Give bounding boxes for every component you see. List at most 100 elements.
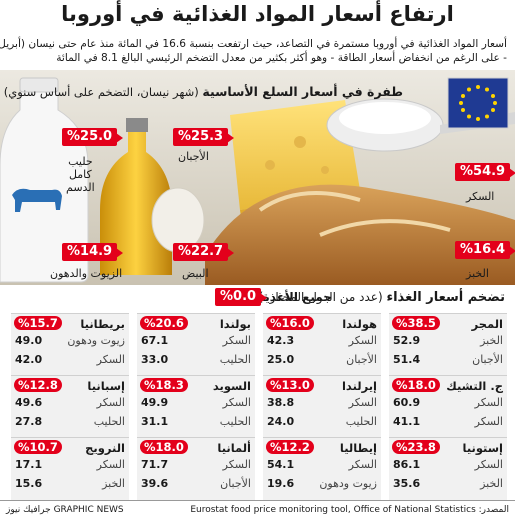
country-row: زيوت ودهون 49.0: [15, 334, 125, 350]
row-value: 49.0: [15, 334, 43, 347]
country-row: الحليب 33.0: [141, 353, 251, 369]
hero-value-milk: %25.0: [62, 128, 124, 146]
row-value: 19.6: [267, 477, 295, 490]
country-total-value: %18.0: [392, 378, 440, 392]
hero-title-note: (شهر نيسان، التضخم على أساس سنوي): [3, 85, 203, 99]
row-label: السكر: [96, 353, 125, 366]
brand-credit: جرافيك نيوز GRAPHIC NEWS: [6, 505, 124, 515]
oil-bottle: [100, 130, 172, 275]
hero-label-cheese: الأجبان: [178, 150, 209, 163]
country-row: السكر 49.6: [15, 396, 125, 412]
row-label: السكر: [474, 458, 503, 471]
country-row: الخبز 15.6: [15, 477, 125, 493]
country-card: السويد %18.3 السكر 49.9 الحليب 31.1: [137, 375, 255, 438]
country-row: الأجبان 25.0: [267, 353, 377, 369]
row-label: الخبز: [480, 477, 503, 490]
country-name: إسبانيا: [87, 379, 125, 393]
hero-title-bold: طفرة في أسعار السلع الأساسية: [202, 84, 403, 99]
country-row: الحليب 27.8: [15, 415, 125, 431]
country-name: بولندا: [219, 317, 251, 331]
country-row: السكر 17.1: [15, 458, 125, 474]
row-value: 86.1: [393, 458, 421, 471]
row-label: السكر: [348, 396, 377, 409]
hero-value-eggs: %22.7: [173, 243, 235, 261]
country-name: إيطاليا: [339, 441, 377, 455]
country-card: بولندا %20.6 السكر 67.1 الحليب 33.0: [137, 313, 255, 376]
hero-value-cheese: %25.3: [173, 128, 235, 146]
country-row: الخبز 52.9: [393, 334, 503, 350]
country-card: إيطاليا %12.2 السكر 54.1 زيوت ودهون 19.6: [263, 437, 381, 500]
row-label: الحليب: [93, 415, 125, 428]
country-card: المجر %38.5 الخبز 52.9 الأجبان 51.4: [389, 313, 507, 376]
row-label: الحليب: [219, 415, 251, 428]
country-name: السويد: [212, 379, 251, 393]
country-row: زيوت ودهون 19.6: [267, 477, 377, 493]
country-row: السكر 49.9: [141, 396, 251, 412]
country-name: إستونيا: [462, 441, 504, 455]
country-name: ج. التشيك: [446, 379, 503, 393]
country-row: السكر 41.1: [393, 415, 503, 431]
hero-label-bread: الخبز: [466, 267, 489, 280]
country-card: ألمانيا %18.0 السكر 71.7 الأجبان 39.6: [137, 437, 255, 500]
row-value: 27.8: [15, 415, 43, 428]
row-label: الحليب: [345, 415, 377, 428]
hero-title: طفرة في أسعار السلع الأساسية (شهر نيسان،…: [4, 84, 403, 99]
hero-label-milk: حليب كامل الدسم: [66, 155, 95, 194]
row-value: 15.6: [15, 477, 43, 490]
row-value: 52.9: [393, 334, 421, 347]
country-total-value: %13.0: [266, 378, 314, 392]
row-label: السكر: [348, 334, 377, 347]
page-title: ارتفاع أسعار المواد الغذائية في أوروبا: [61, 2, 454, 26]
row-value: 60.9: [393, 396, 421, 409]
hero-value-bread: %16.4: [455, 241, 515, 259]
country-total-value: %16.0: [266, 316, 314, 330]
subtitle-line-1: أسعار المواد الغذائية في أوروبا مستمرة ف…: [0, 38, 507, 50]
row-value: 31.1: [141, 415, 169, 428]
row-value: 49.6: [15, 396, 43, 409]
country-row: السكر 38.8: [267, 396, 377, 412]
country-total-value: %38.5: [392, 316, 440, 330]
row-value: 49.9: [141, 396, 169, 409]
country-total-value: %15.7: [14, 316, 62, 330]
country-card: إيرلندا %13.0 السكر 38.8 الحليب 24.0: [263, 375, 381, 438]
row-label: الأجبان: [346, 353, 377, 366]
all-food-label: جميع الأغذية: [258, 290, 332, 304]
country-total-value: %20.6: [140, 316, 188, 330]
all-food-value: %0.0: [215, 288, 268, 306]
country-card: بريطانيا %15.7 زيوت ودهون 49.0 السكر 42.0: [11, 313, 129, 376]
grid-title-bold: تضخم أسعار الغذاء: [386, 290, 505, 305]
hero-illustration: [0, 70, 515, 285]
row-label: الأجبان: [220, 477, 251, 490]
country-card: إسبانيا %12.8 السكر 49.6 الحليب 27.8: [11, 375, 129, 438]
country-row: السكر 71.7: [141, 458, 251, 474]
row-value: 33.0: [141, 353, 169, 366]
country-total-value: %12.2: [266, 440, 314, 454]
country-row: الخبز 35.6: [393, 477, 503, 493]
footer-bar: [0, 500, 515, 521]
country-row: الحليب 24.0: [267, 415, 377, 431]
country-total-value: %18.0: [140, 440, 188, 454]
row-label: الخبز: [102, 477, 125, 490]
country-row: السكر 42.0: [15, 353, 125, 369]
grid-title: تضخم أسعار الغذاء (عدد من الدول المختارة…: [259, 290, 505, 305]
row-label: السكر: [222, 396, 251, 409]
country-row: الحليب 31.1: [141, 415, 251, 431]
country-row: السكر 54.1: [267, 458, 377, 474]
row-value: 25.0: [267, 353, 295, 366]
country-row: السكر 67.1: [141, 334, 251, 350]
country-name: هولندا: [342, 317, 377, 331]
country-name: بريطانيا: [80, 317, 125, 331]
country-card: النرويج %10.7 السكر 17.1 الخبز 15.6: [11, 437, 129, 500]
country-name: النرويج: [85, 441, 125, 455]
hero-label-eggs: البيض: [182, 267, 209, 280]
subtitle: أسعار المواد الغذائية في أوروبا مستمرة ف…: [0, 38, 507, 65]
row-value: 42.3: [267, 334, 295, 347]
country-total-value: %10.7: [14, 440, 62, 454]
country-card: هولندا %16.0 السكر 42.3 الأجبان 25.0: [263, 313, 381, 376]
row-label: السكر: [96, 396, 125, 409]
row-label: الحليب: [219, 353, 251, 366]
hero-value-sugar: %54.9: [455, 163, 515, 181]
country-card: إستونيا %23.8 السكر 86.1 الخبز 35.6: [389, 437, 507, 500]
row-label: زيوت ودهون: [67, 334, 125, 347]
row-label: السكر: [96, 458, 125, 471]
